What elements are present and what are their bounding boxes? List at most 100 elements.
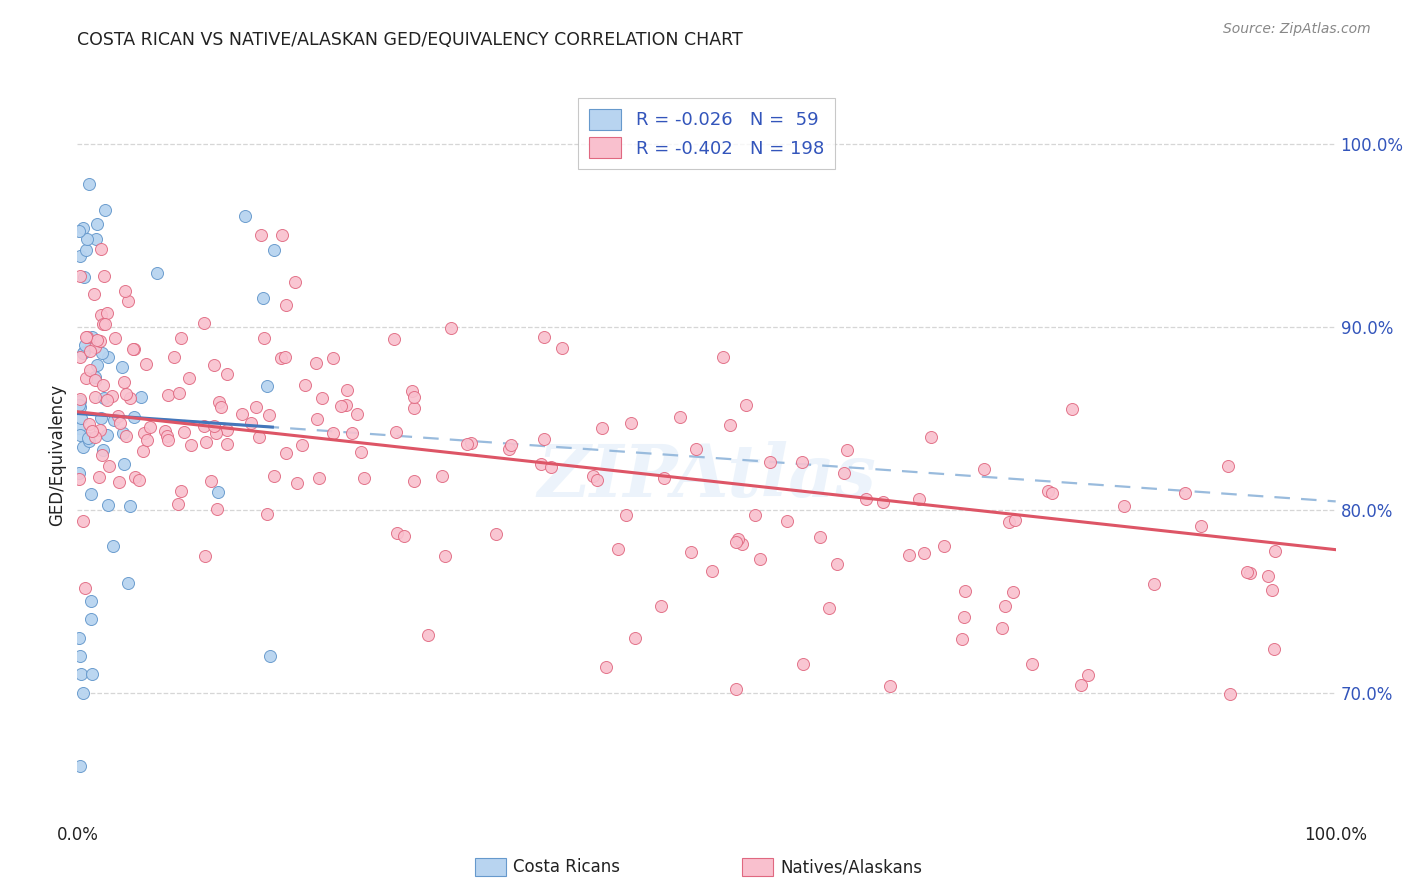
Point xyxy=(101,539,124,553)
Point xyxy=(1062,401,1084,416)
Point xyxy=(208,394,231,409)
Point xyxy=(93,392,115,406)
Point xyxy=(335,399,357,413)
Point xyxy=(832,466,855,480)
Point xyxy=(759,455,782,469)
Text: Source: ZipAtlas.com: Source: ZipAtlas.com xyxy=(1223,22,1371,37)
Point xyxy=(207,485,229,500)
Text: ZIPAtlas: ZIPAtlas xyxy=(537,442,876,512)
Point xyxy=(953,609,976,624)
Point xyxy=(83,340,105,354)
Point xyxy=(107,409,129,424)
Point xyxy=(879,679,901,693)
Point xyxy=(650,599,672,613)
Point xyxy=(77,434,100,448)
Point xyxy=(67,420,90,434)
Point xyxy=(1260,582,1282,597)
Point xyxy=(90,243,112,257)
Point xyxy=(177,371,200,385)
Point xyxy=(1077,668,1099,682)
Point xyxy=(498,442,520,456)
Point xyxy=(582,468,605,483)
Point xyxy=(67,224,90,238)
Point xyxy=(718,417,741,432)
Point xyxy=(115,387,138,401)
Point xyxy=(1040,486,1063,500)
Point xyxy=(79,363,101,377)
Point xyxy=(540,460,562,475)
Point xyxy=(950,632,973,647)
Point xyxy=(685,442,707,456)
Point xyxy=(499,438,522,452)
Point xyxy=(118,391,141,405)
Point xyxy=(111,426,134,441)
Point xyxy=(156,428,179,442)
Point xyxy=(84,232,107,246)
Point xyxy=(80,330,103,344)
Point xyxy=(115,429,138,443)
Point xyxy=(270,228,292,243)
Point xyxy=(1174,485,1197,500)
Point xyxy=(912,546,935,560)
Point xyxy=(744,508,766,522)
Point xyxy=(91,317,114,331)
Point xyxy=(329,400,352,414)
Point xyxy=(274,350,297,364)
Point xyxy=(73,345,96,359)
Point xyxy=(69,758,91,772)
Point xyxy=(69,410,91,425)
Point xyxy=(117,576,139,591)
Point xyxy=(620,416,643,430)
Point xyxy=(346,408,368,422)
Point xyxy=(80,594,103,608)
Point xyxy=(274,298,297,312)
Point xyxy=(835,443,858,458)
Point xyxy=(70,667,93,681)
Point xyxy=(193,418,215,433)
Point xyxy=(1143,576,1166,591)
Point xyxy=(80,425,103,439)
Point xyxy=(394,529,416,543)
Point xyxy=(382,333,405,347)
Point xyxy=(404,390,426,404)
Text: Costa Ricans: Costa Ricans xyxy=(513,858,620,876)
Point xyxy=(86,358,108,372)
Point xyxy=(668,410,690,425)
Point xyxy=(67,399,90,413)
Point xyxy=(614,508,637,523)
Point xyxy=(170,483,193,498)
Point xyxy=(124,342,146,356)
Point xyxy=(90,448,112,462)
Point xyxy=(121,342,143,356)
Point xyxy=(307,412,329,426)
Point xyxy=(72,346,94,360)
Point xyxy=(245,401,267,415)
Point xyxy=(311,391,333,405)
Point xyxy=(89,309,111,323)
Point xyxy=(202,358,225,372)
Point xyxy=(67,631,90,645)
Point xyxy=(1218,459,1240,474)
Point xyxy=(897,548,920,562)
Point xyxy=(872,495,894,509)
Point xyxy=(350,445,373,459)
Point xyxy=(94,202,117,217)
Legend: R = -0.026   N =  59, R = -0.402   N = 198: R = -0.026 N = 59, R = -0.402 N = 198 xyxy=(578,98,835,169)
Point xyxy=(202,419,225,434)
Point xyxy=(1189,519,1212,533)
Point xyxy=(285,475,308,490)
Point xyxy=(433,549,456,563)
Point xyxy=(139,420,162,434)
Point xyxy=(1257,568,1279,582)
Point xyxy=(551,341,574,355)
Point xyxy=(263,243,285,257)
Point xyxy=(194,549,217,563)
Point xyxy=(112,457,135,471)
Point xyxy=(1219,687,1241,701)
Point xyxy=(700,564,723,578)
Point xyxy=(77,417,100,431)
Point xyxy=(80,667,103,681)
Point xyxy=(98,458,121,473)
Point xyxy=(1263,641,1285,656)
Point xyxy=(94,318,117,332)
